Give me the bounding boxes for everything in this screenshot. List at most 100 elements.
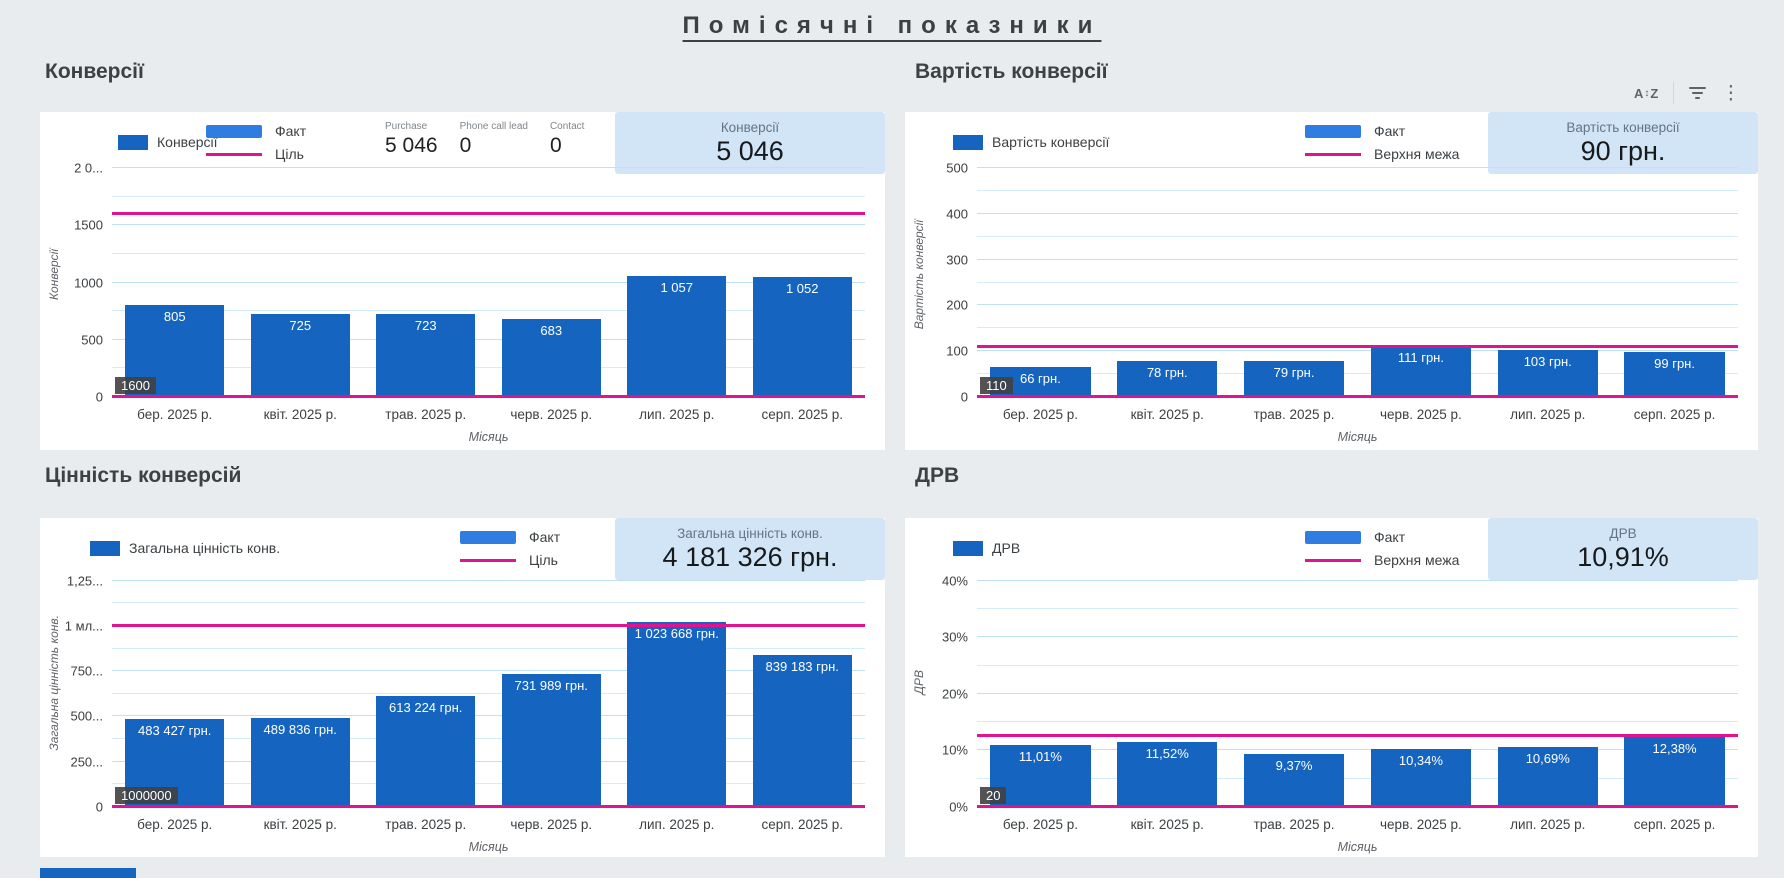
fact-target-legend: Факт Ціль (460, 529, 560, 568)
y-axis-tick-label: 500 (81, 332, 103, 348)
bar-value-label: 1 023 668 грн. (634, 625, 719, 641)
bar-трав. 2025 р.[interactable]: 613 224 грн. (376, 695, 476, 807)
sort-az-icon[interactable]: A ↕ Z (1634, 85, 1659, 101)
x-axis-tick-label: серп. 2025 р. (1633, 407, 1716, 422)
bar-квіт. 2025 р.[interactable]: 78 грн. (1117, 361, 1218, 397)
reference-value-box: 110 (980, 377, 1013, 394)
fact-swatch-icon (1305, 530, 1361, 544)
x-axis-tick-label: бер. 2025 р. (1002, 407, 1078, 422)
fact-legend-label: Факт (1374, 529, 1406, 545)
x-axis-labels: бер. 2025 р. квіт. 2025 р. трав. 2025 р. че… (112, 817, 865, 832)
scorecard-conversion-value: Загальна цінність конв. 4 181 326 грн. (615, 518, 885, 580)
x-axis-tick-label: трав. 2025 р. (385, 407, 467, 422)
bar-value-label: 489 836 грн. (263, 722, 337, 738)
bar-квіт. 2025 р.[interactable]: 11,52% (1117, 741, 1218, 807)
bar-черв. 2025 р.[interactable]: 111 грн. (1370, 346, 1471, 397)
bar-черв. 2025 р.[interactable]: 10,34% (1370, 748, 1471, 807)
bar-серп. 2025 р.[interactable]: 839 183 грн. (752, 655, 852, 807)
bar-серп. 2025 р.[interactable]: 12,38% (1624, 736, 1725, 807)
target-legend-label: Ціль (529, 552, 558, 568)
series-legend: ДРВ (953, 540, 1020, 556)
target-legend-label: Ціль (275, 146, 304, 162)
x-axis-title: Місяць (468, 430, 509, 444)
x-axis-tick-label: серп. 2025 р. (1633, 817, 1716, 832)
bar-value-label: 78 грн. (1146, 365, 1188, 381)
x-axis-tick-label: бер. 2025 р. (1002, 817, 1078, 832)
y-axis-tick-label: 1500 (74, 217, 103, 233)
x-axis-tick-label: бер. 2025 р. (137, 407, 213, 422)
bar-лип. 2025 р.[interactable]: 103 грн. (1497, 349, 1598, 397)
x-axis-tick-label: черв. 2025 р. (510, 817, 593, 832)
gridline (977, 167, 1738, 169)
bar-серп. 2025 р.[interactable]: 1 052 (752, 276, 852, 397)
bar-квіт. 2025 р.[interactable]: 489 836 грн. (250, 718, 350, 807)
bar-chart-plot: Конверсії Місяць 0 500 1000 1500 2 0... 805 72… (47, 152, 865, 444)
mini-scorecard-phone-call-lead: Phone call lead 0 (460, 121, 528, 158)
filter-icon[interactable] (1689, 87, 1707, 99)
reference-value-box: 1600 (115, 377, 156, 394)
y-axis-tick-label: 500... (70, 708, 103, 724)
bar-chart-plot: ДРВ Місяць 0% 10% 20% 30% 40% 11,01% 11,52% 9,3… (912, 558, 1738, 854)
x-axis-tick-label: трав. 2025 р. (1253, 817, 1335, 832)
bar-лип. 2025 р.[interactable]: 10,69% (1497, 746, 1598, 807)
bar-chart-plot: Загальна цінність конв. Місяць 0 250... 50… (47, 558, 865, 854)
bar-бер. 2025 р.[interactable]: 11,01% (990, 744, 1091, 807)
bar-value-label: 99 грн. (1654, 355, 1695, 371)
bar-квіт. 2025 р.[interactable]: 725 (250, 314, 350, 397)
page-title: Помісячні показники (682, 12, 1102, 39)
bar-лип. 2025 р.[interactable]: 1 057 (627, 276, 727, 397)
bar-лип. 2025 р.[interactable]: 1 023 668 грн. (627, 621, 727, 807)
y-axis-tick-label: 40% (941, 573, 968, 589)
chart-toolbar: A ↕ Z ⋮ (1634, 80, 1740, 106)
bar-трав. 2025 р.[interactable]: 723 (376, 314, 476, 397)
series-legend: Вартість конверсії (953, 134, 1109, 150)
y-axis-tick-label: 0 (95, 389, 103, 405)
reference-value-box: 1000000 (115, 787, 178, 804)
bar-черв. 2025 р.[interactable]: 731 989 грн. (501, 674, 601, 807)
gridline (112, 715, 865, 717)
y-axis-tick-label: 250... (70, 754, 103, 770)
section-title-conversions: Конверсії (45, 60, 144, 83)
section-title-drv: ДРВ (915, 464, 960, 487)
scorecard-drv: ДРВ 10,91% (1488, 518, 1758, 580)
x-axis-title: Місяць (468, 840, 509, 854)
x-axis-tick-label: квіт. 2025 р. (1130, 817, 1204, 832)
gridline (977, 579, 1738, 581)
gridline (977, 777, 1738, 779)
bar-трав. 2025 р.[interactable]: 79 грн. (1243, 360, 1345, 397)
x-axis-tick-label: квіт. 2025 р. (1130, 407, 1204, 422)
reference-line-Ціль (112, 211, 865, 215)
fact-target-legend: Факт Ціль (206, 123, 306, 162)
x-axis-title: Місяць (1337, 430, 1378, 444)
series-legend: Конверсії (118, 134, 218, 150)
x-axis-labels: бер. 2025 р. квіт. 2025 р. трав. 2025 р. че… (977, 407, 1738, 422)
gridline (112, 783, 865, 785)
gridline (112, 692, 865, 694)
series-legend-label: Вартість конверсії (992, 134, 1110, 150)
bar-value-label: 66 грн. (1019, 370, 1061, 386)
mini-scorecard-purchase: Purchase 5 046 (385, 121, 438, 158)
x-axis-tick-label: черв. 2025 р. (1380, 407, 1462, 422)
chart-card-drv: ДРВ Факт Верхня межа ДРВ 10,91% ДРВ Міся… (905, 518, 1758, 857)
bar-трав. 2025 р.[interactable]: 9,37% (1243, 753, 1345, 807)
gridline (112, 760, 865, 762)
more-vert-icon[interactable]: ⋮ (1721, 82, 1741, 104)
y-axis-tick-label: 1,25... (66, 573, 103, 589)
gridline (112, 602, 865, 604)
bar-черв. 2025 р.[interactable]: 683 (501, 318, 601, 397)
gridline (977, 749, 1738, 751)
gridline (977, 235, 1738, 237)
upper-limit-legend-label: Верхня межа (1374, 552, 1460, 568)
fact-legend-label: Факт (529, 529, 561, 545)
x-axis-labels: бер. 2025 р. квіт. 2025 р. трав. 2025 р. че… (977, 817, 1738, 832)
x-axis-tick-label: трав. 2025 р. (385, 817, 467, 832)
bar-серп. 2025 р.[interactable]: 99 грн. (1624, 351, 1725, 397)
fact-target-legend: Факт Верхня межа (1305, 529, 1459, 568)
fact-legend-label: Факт (275, 123, 307, 139)
mini-scorecard-value: 0 (459, 134, 472, 157)
gridline (977, 189, 1738, 191)
gridline (977, 636, 1738, 638)
bar-chart-plot: Вартість конверсії Місяць 0 100 200 300 400 5… (912, 152, 1738, 444)
y-axis-title: Загальна цінність конв. (47, 614, 61, 751)
upper-limit-line-swatch-icon (1305, 558, 1361, 562)
